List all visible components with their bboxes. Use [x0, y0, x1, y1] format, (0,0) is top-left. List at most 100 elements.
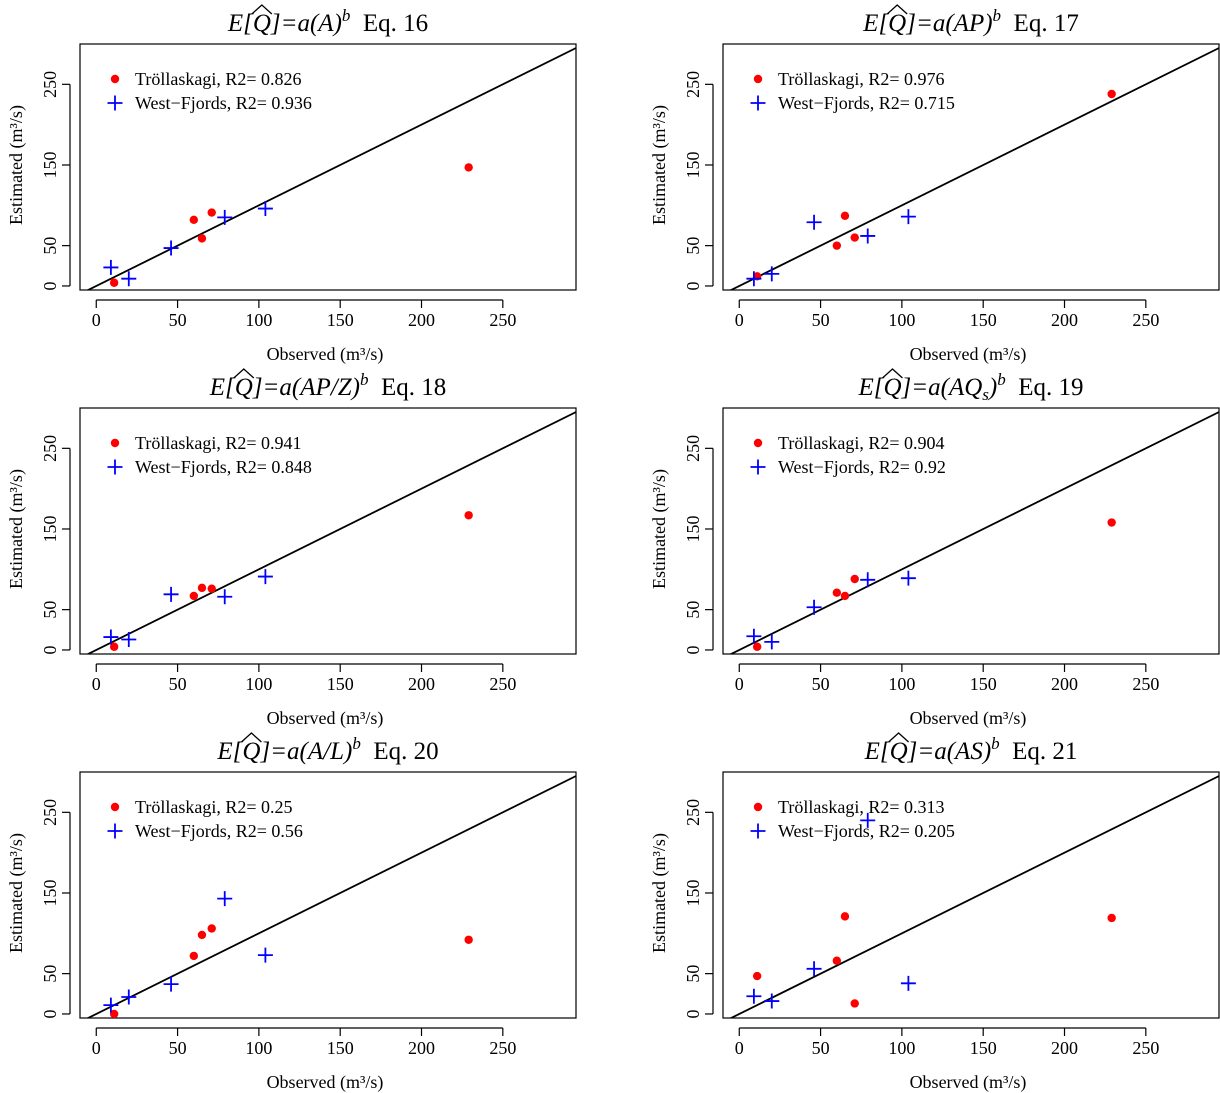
legend-entry-west-fjords: West−Fjords, R2= 0.92: [778, 457, 946, 477]
data-point-trollaskagi: [840, 591, 850, 601]
legend-r2: R2= 0.848: [236, 457, 312, 477]
plot-frame: [722, 43, 1220, 291]
data-point-west-fjords: [860, 812, 876, 828]
one-to-one-line: [86, 775, 576, 1018]
title-part: ]=a: [270, 10, 310, 37]
series-west-fjords: [103, 201, 273, 287]
one-to-one-line: [729, 411, 1219, 654]
legend-series-name: West−Fjords: [135, 457, 227, 477]
legend-r2: R2= 0.941: [225, 433, 301, 453]
legend-marker-west-fjords: [750, 823, 766, 839]
x-tick-label: 50: [169, 310, 187, 330]
legend-series-name: Tröllaskagi: [135, 69, 216, 89]
panel-eq17: E[Q]=a(AP)b Eq. 17 0 50 100 150 200 250 Observe…: [649, 4, 1220, 365]
title-part: Eq. 18: [368, 374, 446, 401]
y-tick-label: 250: [683, 435, 703, 462]
x-tick-label: 100: [245, 674, 272, 694]
legend-entry-trollaskagi: Tröllaskagi, R2= 0.976: [778, 69, 945, 89]
y-axis-label: Estimated (m³/s): [6, 833, 27, 953]
title-part: E[: [862, 10, 889, 37]
data-point-trollaskagi: [752, 971, 762, 981]
legend-series-name: Tröllaskagi: [778, 797, 859, 817]
data-point-trollaskagi: [464, 163, 473, 172]
data-point-trollaskagi: [189, 951, 199, 961]
legend-separator: ,: [227, 93, 236, 113]
data-point-west-fjords: [764, 266, 780, 282]
data-point-trollaskagi: [189, 215, 199, 225]
title-part: E[: [857, 374, 884, 401]
legend-entry-trollaskagi: Tröllaskagi, R2= 0.941: [135, 433, 302, 453]
legend-r2: R2= 0.904: [868, 433, 944, 453]
x-tick-label: 250: [489, 310, 516, 330]
series-west-fjords: [746, 209, 916, 287]
x-tick-label: 200: [408, 1038, 435, 1058]
x-tick-label: 150: [327, 310, 354, 330]
legend-separator: ,: [859, 797, 868, 817]
legend-r2: R2= 0.313: [868, 797, 944, 817]
y-tick-label: 50: [40, 237, 60, 255]
data-point-west-fjords: [746, 628, 762, 644]
legend-marker-trollaskagi: [753, 74, 763, 84]
x-tick-label: 200: [1051, 674, 1078, 694]
y-tick-label: 150: [40, 515, 60, 542]
title-part: (A/L): [300, 738, 353, 765]
series-trollaskagi: [109, 511, 473, 651]
x-tick-label: 100: [888, 674, 915, 694]
y-tick-label: 250: [40, 71, 60, 98]
data-point-west-fjords: [257, 201, 273, 217]
title-part: Eq. 19: [1006, 374, 1084, 401]
title-part: Q: [235, 374, 253, 401]
legend: Tröllaskagi, R2= 0.976 West−Fjords, R2= 0…: [750, 69, 955, 113]
y-tick-label: 50: [40, 601, 60, 619]
y-tick-label: 150: [40, 151, 60, 178]
y-tick-label: 50: [683, 237, 703, 255]
legend-marker-trollaskagi: [110, 74, 120, 84]
legend-r2: R2= 0.205: [879, 821, 955, 841]
plot-frame: [722, 407, 1220, 655]
y-axis-label: Estimated (m³/s): [649, 105, 670, 225]
data-point-west-fjords: [806, 961, 822, 977]
title-part: E[: [864, 738, 891, 765]
y-tick-label: 50: [683, 601, 703, 619]
panel-title: E[Q]=a(AP/Z)b Eq. 18: [209, 370, 447, 401]
x-axis-label: Observed (m³/s): [267, 708, 384, 729]
legend-separator: ,: [216, 433, 225, 453]
legend-entry-west-fjords: West−Fjords, R2= 0.848: [135, 457, 312, 477]
y-tick-label: 150: [683, 151, 703, 178]
x-tick-label: 0: [735, 674, 744, 694]
legend-series-name: Tröllaskagi: [135, 433, 216, 453]
legend: Tröllaskagi, R2= 0.25 West−Fjords, R2= 0.…: [107, 797, 303, 841]
data-point-trollaskagi: [109, 278, 119, 287]
legend-separator: ,: [870, 821, 879, 841]
data-point-trollaskagi: [207, 924, 216, 933]
series-west-fjords: [103, 569, 273, 647]
legend-r2: R2= 0.936: [236, 93, 312, 113]
title-part: Q: [883, 374, 901, 401]
x-tick-label: 0: [92, 674, 101, 694]
one-to-one-line: [729, 775, 1219, 1018]
data-point-trollaskagi: [840, 912, 850, 921]
data-point-trollaskagi: [850, 574, 859, 584]
data-point-trollaskagi: [1107, 518, 1116, 527]
legend-r2: R2= 0.25: [225, 797, 292, 817]
x-tick-label: 100: [245, 310, 272, 330]
legend-separator: ,: [870, 93, 879, 113]
y-axis-label: Estimated (m³/s): [649, 469, 670, 589]
x-tick-label: 50: [169, 674, 187, 694]
title-part: Eq. 16: [350, 10, 428, 37]
title-part: ]=a: [905, 10, 945, 37]
data-point-trollaskagi: [832, 956, 842, 965]
data-point-trollaskagi: [840, 211, 850, 220]
legend-entry-west-fjords: West−Fjords, R2= 0.56: [135, 821, 303, 841]
plot-frame: [79, 407, 577, 655]
y-tick-label: 0: [683, 645, 703, 654]
x-tick-label: 50: [169, 1038, 187, 1058]
x-tick-label: 250: [1132, 1038, 1159, 1058]
panel-eq21: E[Q]=a(AS)b Eq. 21 0 50 100 150 200 250 Observe…: [649, 732, 1220, 1093]
legend-entry-trollaskagi: Tröllaskagi, R2= 0.904: [778, 433, 945, 453]
y-axis-label: Estimated (m³/s): [6, 105, 27, 225]
title-part: ]=a: [259, 738, 299, 765]
series-west-fjords: [746, 570, 916, 650]
data-point-trollaskagi: [109, 1009, 119, 1019]
panel-title: E[Q]=a(A)b Eq. 16: [227, 6, 428, 37]
